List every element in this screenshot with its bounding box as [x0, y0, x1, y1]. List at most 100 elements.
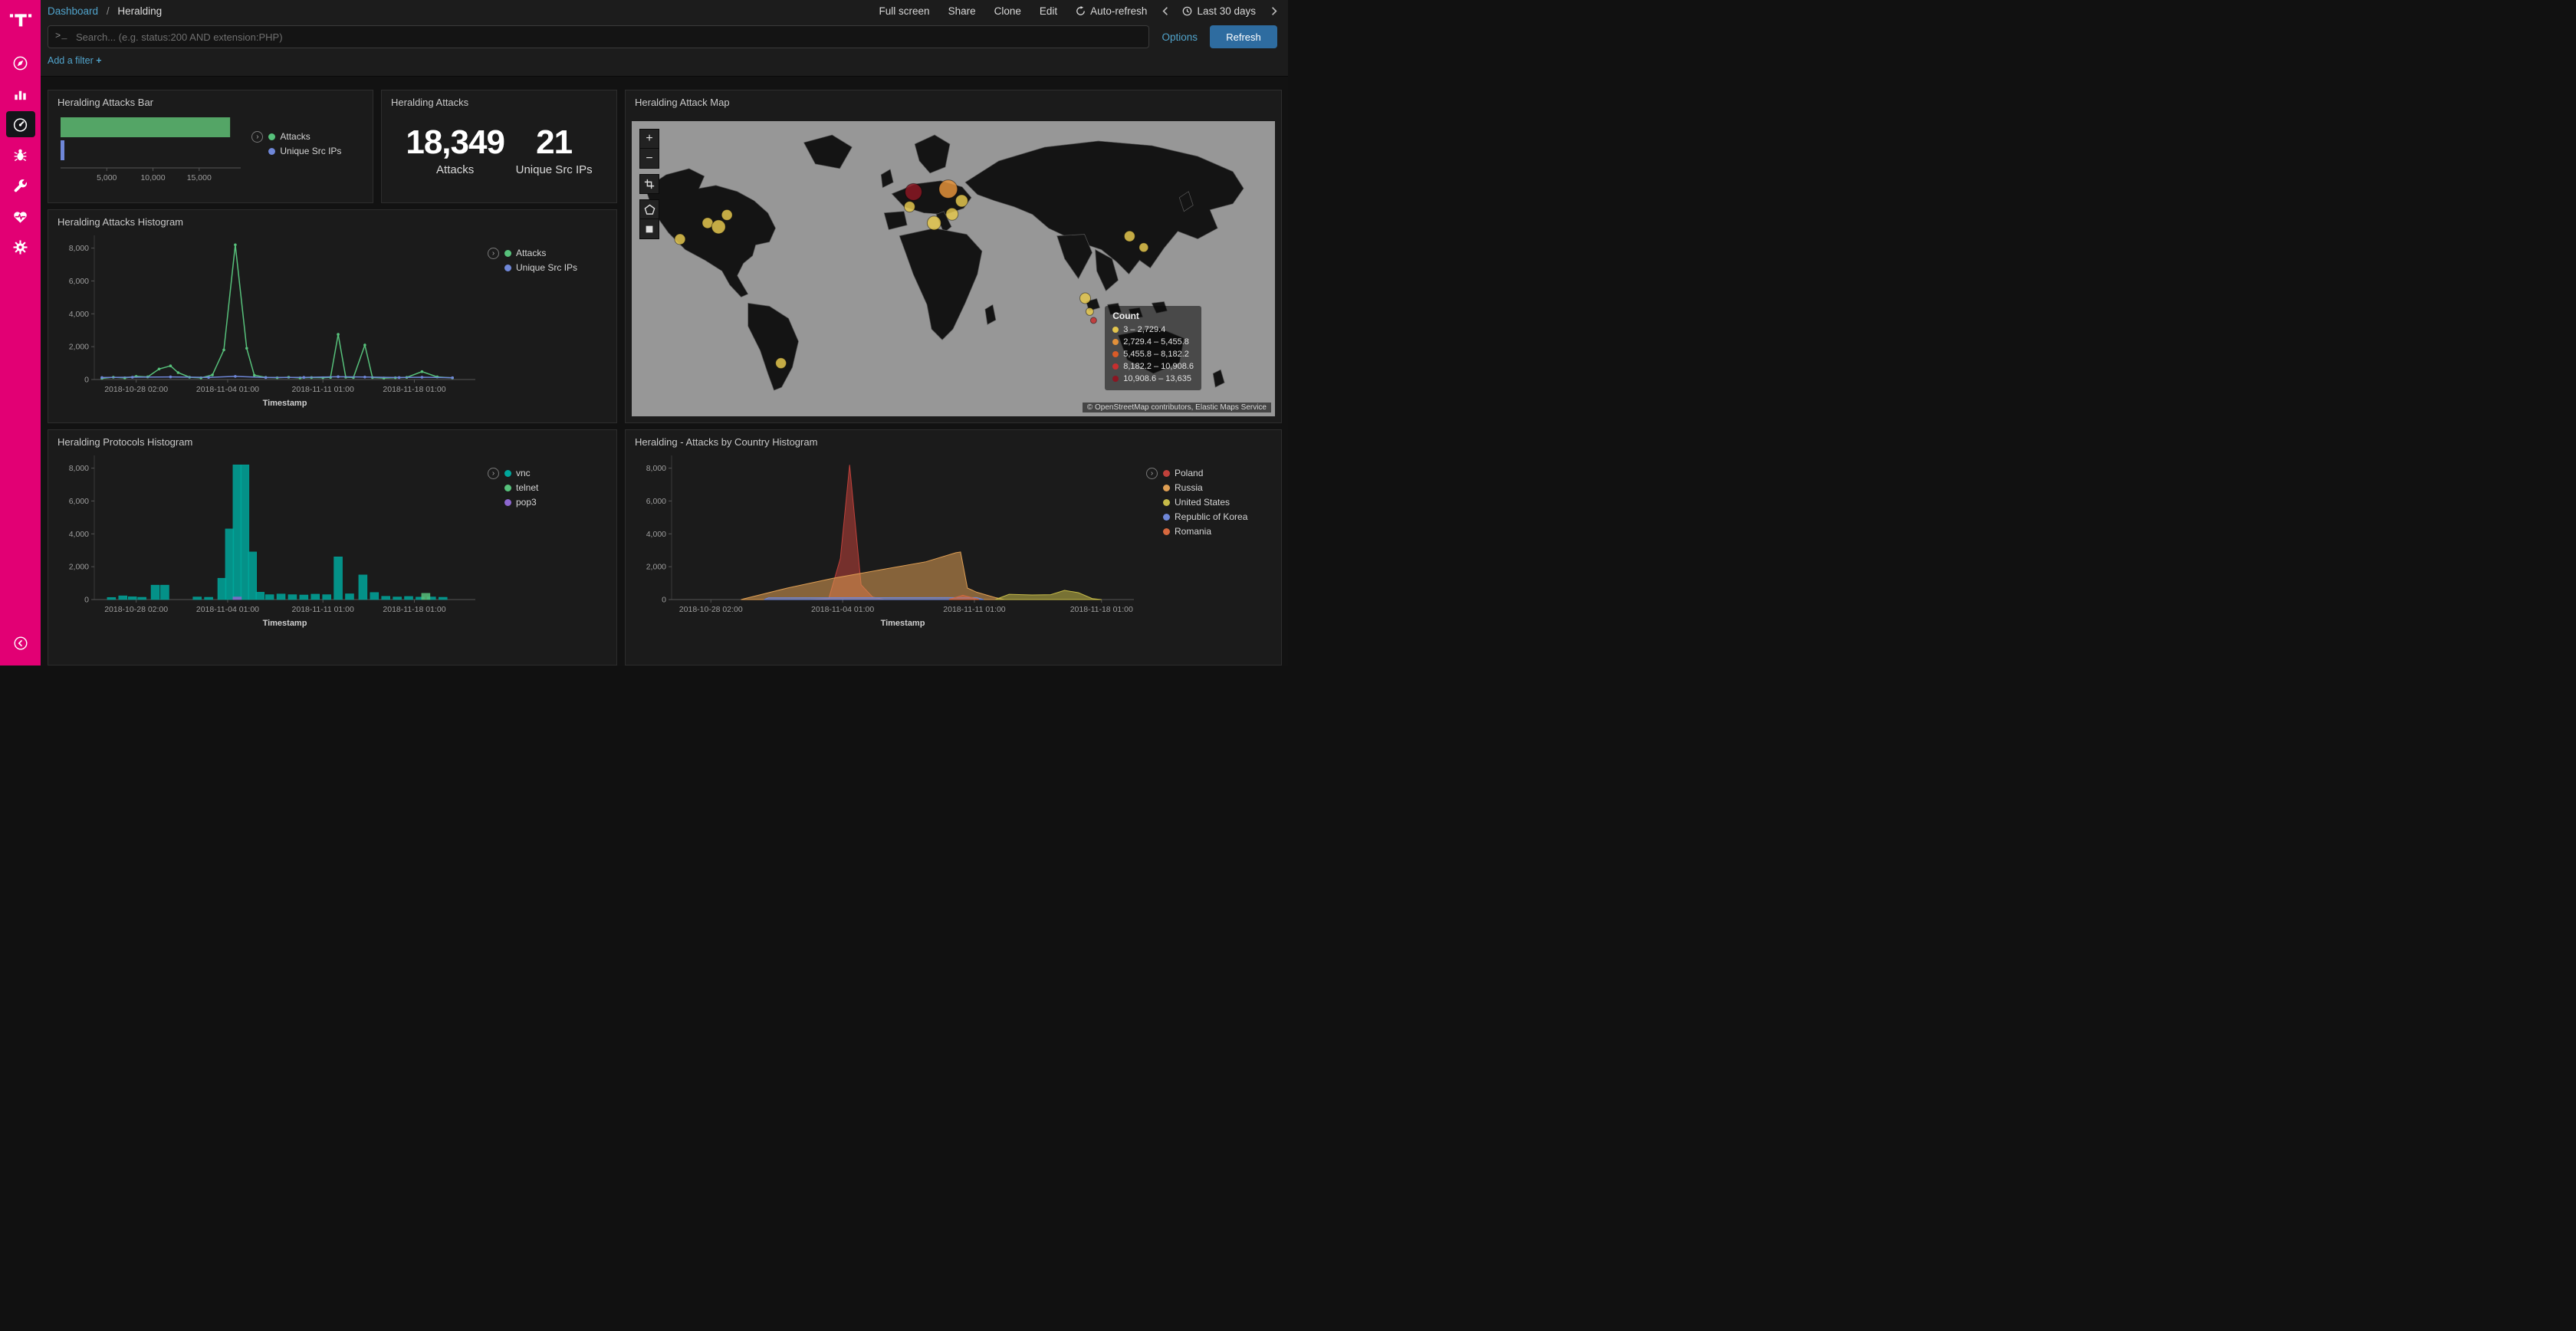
map-marker[interactable]: [946, 208, 958, 220]
breadcrumb-dashboard-link[interactable]: Dashboard: [48, 5, 98, 17]
attacks-histogram-chart[interactable]: 02,0004,0006,0008,0002018-10-28 02:00201…: [58, 229, 485, 417]
full-screen-button[interactable]: Full screen: [879, 5, 930, 17]
metric-value: 21: [516, 123, 593, 162]
dashboard-grid: Heralding Attacks Bar 5,00010,00015,000 …: [41, 77, 1288, 666]
svg-text:6,000: 6,000: [69, 277, 89, 286]
legend-color-dot: [1163, 514, 1170, 521]
svg-text:2018-11-18 01:00: 2018-11-18 01:00: [1070, 605, 1133, 614]
map-marker[interactable]: [955, 195, 968, 207]
map-legend: Count 3 – 2,729.42,729.4 – 5,455.85,455.…: [1105, 306, 1201, 390]
top-nav: Dashboard / Heralding Full screen Share …: [41, 0, 1288, 22]
sidebar-collapse-button[interactable]: [6, 630, 35, 656]
map-controls: + −: [639, 129, 659, 239]
query-bar: >_ Options Refresh: [41, 22, 1288, 51]
map-marker[interactable]: [776, 358, 787, 369]
map-marker[interactable]: [1080, 293, 1091, 304]
legend-item[interactable]: Poland: [1163, 468, 1266, 478]
panel-title: Heralding Protocols Histogram: [48, 430, 616, 448]
metric-value: 18,349: [406, 123, 504, 162]
filter-bar: Add a filter +: [41, 51, 1288, 77]
sidebar-item-management[interactable]: [6, 234, 35, 260]
panel-heralding-attacks-by-country: Heralding - Attacks by Country Histogram…: [625, 429, 1282, 666]
map-marker[interactable]: [904, 202, 915, 212]
map-marker[interactable]: [939, 180, 958, 199]
refresh-button[interactable]: Refresh: [1210, 25, 1277, 48]
map-marker[interactable]: [927, 216, 941, 230]
legend-color-dot: [1163, 528, 1170, 535]
map-marker[interactable]: [711, 220, 725, 234]
telekom-logo[interactable]: [8, 7, 33, 35]
svg-text:5,000: 5,000: [97, 173, 117, 182]
map-marker[interactable]: [1139, 243, 1148, 252]
fit-data-button[interactable]: [639, 174, 659, 194]
clone-button[interactable]: Clone: [994, 5, 1021, 17]
legend-item[interactable]: United States: [1163, 497, 1266, 508]
svg-text:2018-11-18 01:00: 2018-11-18 01:00: [383, 605, 445, 614]
chart-legend: › Attacks Unique Src IPs: [248, 110, 363, 191]
legend-toggle-icon[interactable]: ›: [488, 248, 499, 259]
search-input[interactable]: [48, 25, 1149, 48]
edit-button[interactable]: Edit: [1040, 5, 1057, 17]
legend-label: Attacks: [516, 248, 546, 258]
country-histogram-chart[interactable]: 02,0004,0006,0008,0002018-10-28 02:00201…: [635, 449, 1143, 652]
map-marker[interactable]: [675, 234, 685, 245]
sidebar-item-tpot[interactable]: [6, 142, 35, 168]
plus-icon: +: [96, 55, 101, 66]
legend-item[interactable]: Unique Src IPs: [504, 262, 600, 273]
legend-item[interactable]: Attacks: [504, 248, 600, 258]
svg-text:4,000: 4,000: [69, 310, 89, 319]
map-legend-label: 10,908.6 – 13,635: [1123, 373, 1191, 385]
legend-item[interactable]: pop3: [504, 497, 600, 508]
legend-label: telnet: [516, 482, 538, 493]
world-map[interactable]: + −: [632, 121, 1275, 416]
legend-item[interactable]: Attacks: [268, 131, 363, 142]
protocols-histogram-chart[interactable]: 02,0004,0006,0008,0002018-10-28 02:00201…: [58, 449, 485, 652]
legend-label: United States: [1175, 497, 1230, 508]
attacks-bar-chart[interactable]: 5,00010,00015,000: [58, 110, 248, 191]
legend-item[interactable]: vnc: [504, 468, 600, 478]
polygon-icon: [644, 204, 656, 215]
time-range-button[interactable]: Last 30 days: [1182, 5, 1256, 17]
legend-toggle-icon[interactable]: ›: [1146, 468, 1158, 479]
legend-toggle-icon[interactable]: ›: [488, 468, 499, 479]
chart-legend: › Poland Russia United States Republic of Ko…: [1143, 449, 1266, 652]
zoom-out-button[interactable]: −: [639, 149, 659, 169]
sidebar-item-devtools[interactable]: [6, 173, 35, 199]
time-forward-button[interactable]: [1271, 6, 1277, 16]
map-marker[interactable]: [1090, 317, 1096, 324]
gear-icon: [12, 238, 29, 256]
minus-icon: −: [646, 152, 652, 166]
draw-polygon-button[interactable]: [639, 199, 659, 219]
map-legend-title: Count: [1112, 311, 1194, 321]
svg-text:2,000: 2,000: [646, 563, 666, 572]
legend-item[interactable]: Russia: [1163, 482, 1266, 493]
map-marker[interactable]: [1124, 231, 1135, 242]
panel-heralding-attack-map: Heralding Attack Map: [625, 90, 1282, 423]
svg-text:2,000: 2,000: [69, 563, 89, 572]
time-back-button[interactable]: [1162, 6, 1168, 16]
legend-item[interactable]: telnet: [504, 482, 600, 493]
map-marker[interactable]: [721, 209, 732, 220]
sidebar-item-discover[interactable]: [6, 50, 35, 76]
add-filter-link[interactable]: Add a filter +: [48, 55, 102, 66]
options-link[interactable]: Options: [1162, 31, 1198, 43]
refresh-icon: [1076, 6, 1086, 16]
zoom-in-button[interactable]: +: [639, 129, 659, 149]
auto-refresh-button[interactable]: Auto-refresh: [1076, 5, 1147, 17]
share-button[interactable]: Share: [948, 5, 976, 17]
sidebar-item-dashboard[interactable]: [6, 111, 35, 137]
sidebar-item-monitoring[interactable]: [6, 203, 35, 229]
legend-item[interactable]: Republic of Korea: [1163, 511, 1266, 522]
legend-item[interactable]: Romania: [1163, 526, 1266, 537]
legend-toggle-icon[interactable]: ›: [251, 131, 263, 143]
map-marker[interactable]: [1086, 307, 1093, 315]
draw-rectangle-button[interactable]: [639, 219, 659, 239]
panel-title: Heralding - Attacks by Country Histogram: [626, 430, 1281, 448]
sidebar-item-visualize[interactable]: [6, 81, 35, 107]
panel-title: Heralding Attacks Bar: [48, 90, 373, 108]
legend-item[interactable]: Unique Src IPs: [268, 146, 363, 156]
svg-text:2,000: 2,000: [69, 343, 89, 352]
legend-color-dot: [268, 148, 275, 155]
map-marker[interactable]: [905, 183, 922, 200]
top-nav-actions: Full screen Share Clone Edit Auto-refres…: [861, 5, 1277, 17]
